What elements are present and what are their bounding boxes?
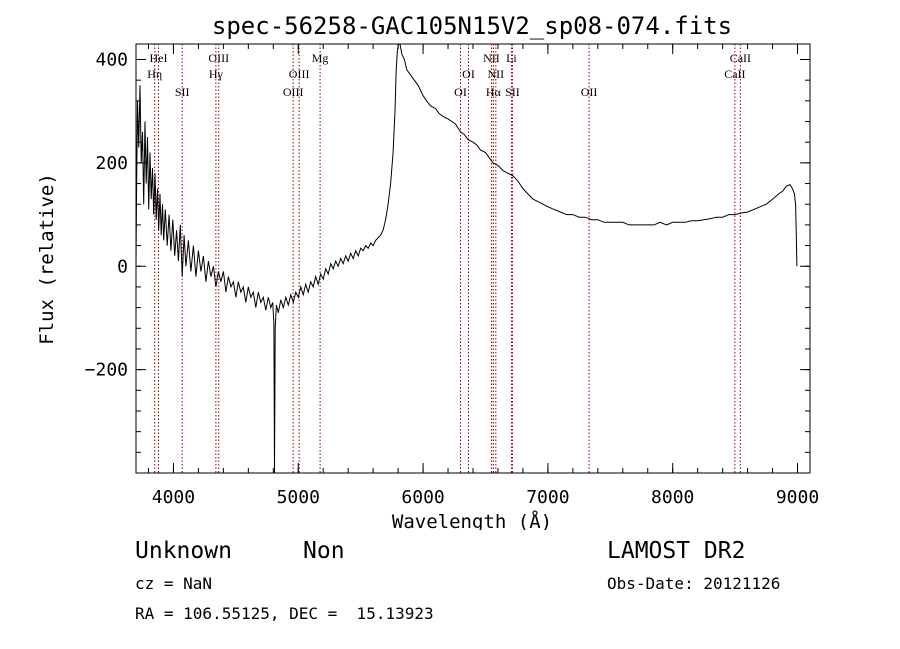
line-marker-label: NII — [483, 51, 500, 65]
coordinates: RA = 106.55125, DEC = 15.13923 — [135, 604, 434, 623]
line-marker-label: Hγ — [209, 67, 224, 81]
minor-ticks — [136, 44, 810, 474]
y-tick-label: 200 — [95, 153, 128, 174]
x-axis-label: Wavelength (Å) — [392, 510, 552, 530]
line-marker-label: CaII — [724, 67, 745, 81]
obs-date: Obs-Date: 20121126 — [607, 574, 781, 593]
y-tick-label: 0 — [117, 256, 128, 277]
line-marker-label: Li — [506, 51, 517, 65]
x-tick-label: 5000 — [277, 487, 320, 508]
y-tick-label: −200 — [85, 360, 128, 381]
line-marker-label: OIII — [283, 85, 304, 99]
x-tick-label: 7000 — [526, 487, 569, 508]
x-tick-label: 6000 — [401, 487, 444, 508]
line-marker-label: Hη — [147, 67, 162, 81]
line-marker-label: Hα — [486, 85, 502, 99]
y-axis-ticks: −200 0 200 400 — [85, 50, 810, 381]
y-tick-label: 400 — [95, 50, 128, 71]
line-marker-label: OIII — [289, 67, 310, 81]
line-marker-label: SII — [505, 85, 520, 99]
x-tick-label: 4000 — [152, 487, 195, 508]
line-marker-label: HeI — [149, 51, 167, 65]
line-marker-label: NII — [488, 67, 505, 81]
line-marker-label: OI — [462, 67, 475, 81]
line-marker-label: OIII — [208, 51, 229, 65]
line-marker-label: SII — [175, 85, 190, 99]
x-axis-ticks: 4000 5000 6000 7000 8000 9000 — [152, 44, 819, 508]
object-class: Unknown — [135, 538, 232, 564]
line-marker-label: Mg — [312, 51, 329, 65]
x-tick-label: 8000 — [651, 487, 694, 508]
survey-name: LAMOST DR2 — [607, 538, 746, 564]
object-subclass: Non — [303, 538, 345, 564]
plot-frame — [135, 43, 811, 474]
spectrum-chart: spec-56258-GAC105N15V2_sp08-074.fits 400… — [36, 12, 819, 530]
line-marker-label: OII — [581, 85, 598, 99]
y-axis-label: Flux (relative) — [36, 173, 58, 345]
redshift-value: cz = NaN — [135, 574, 213, 593]
line-marker-label: OI — [454, 85, 467, 99]
spectrum-line — [135, 43, 798, 474]
line-marker-label: CaII — [730, 51, 751, 65]
chart-title: spec-56258-GAC105N15V2_sp08-074.fits — [212, 12, 732, 40]
x-tick-label: 9000 — [776, 487, 819, 508]
